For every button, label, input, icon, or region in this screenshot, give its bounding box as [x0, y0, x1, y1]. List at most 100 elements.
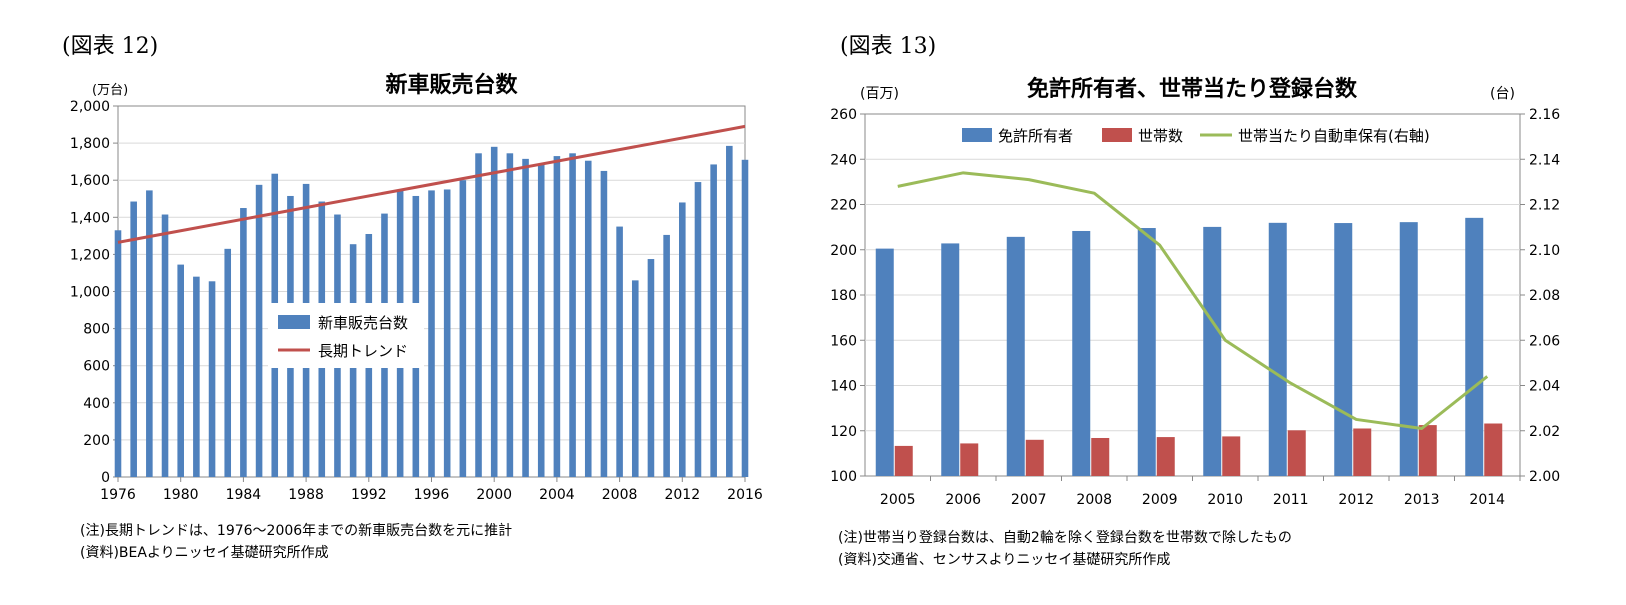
chart1-y-tick-label: 1,600	[70, 173, 110, 189]
chart1-unit-label: (万台)	[92, 83, 128, 98]
chart2-bar-household	[1287, 430, 1306, 476]
chart1-bar	[161, 214, 169, 477]
chart2-y-tick-label: 160	[830, 333, 857, 349]
chart2-legend-swatch-household	[1102, 128, 1132, 142]
chart1-bar	[224, 248, 232, 477]
chart2-line-per-household	[897, 171, 1489, 430]
chart1-bar	[114, 230, 122, 477]
chart1-x-tick-label: 1988	[288, 487, 324, 503]
chart1-bar	[506, 153, 514, 478]
chart2-bar-household	[894, 445, 913, 476]
chart2-y-tick-label: 240	[830, 152, 857, 168]
figure-13-label: (図表 13)	[840, 34, 937, 59]
chart1-bar	[679, 202, 686, 477]
chart1-x-tick-label: 1992	[351, 487, 387, 503]
chart2-bar-license	[1072, 230, 1091, 476]
chart1-bar	[490, 146, 498, 477]
chart2-y2-tick-label: 2.12	[1529, 198, 1560, 214]
chart1-y-tick-label: 2,000	[70, 99, 110, 115]
chart2-x-tick-label: 2006	[945, 492, 981, 508]
chart1-bar	[537, 163, 545, 477]
chart1-bar	[428, 190, 435, 477]
chart2-legend-label-license: 免許所有者	[998, 127, 1073, 145]
chart2-bar-household	[1353, 428, 1372, 476]
chart1-bar	[631, 280, 639, 477]
chart1-trend-line	[117, 124, 746, 244]
chart1-bar	[193, 276, 200, 477]
chart2-legend-swatch-license	[962, 128, 992, 142]
chart2-x-tick-label: 2013	[1404, 492, 1440, 508]
chart2-bar-license	[1137, 228, 1156, 476]
chart2-bar-household	[960, 443, 979, 476]
chart2-legend-label-ratio: 世帯当たり自動車保有(右軸)	[1238, 127, 1430, 145]
chart2-bar-license	[1268, 222, 1287, 476]
chart2-y2-tick-label: 2.06	[1529, 333, 1560, 349]
chart2-bar-license	[1465, 217, 1484, 476]
chart1-bar	[475, 153, 482, 478]
chart1-legend-label-trend: 長期トレンド	[318, 342, 408, 360]
chart1-bar	[240, 208, 247, 477]
chart2-y2-tick-label: 2.04	[1529, 379, 1560, 395]
chart1-x-tick-label: 1980	[163, 487, 199, 503]
chart1-y-tick-label: 400	[83, 396, 110, 412]
chart2-y-tick-label: 260	[830, 107, 857, 123]
chart1-bar	[208, 281, 216, 477]
chart1-bar	[726, 145, 733, 477]
figure-13-note-2: (資料)交通省、センサスよりニッセイ基礎研究所作成	[838, 552, 1171, 568]
chart1-y-tick-label: 0	[101, 470, 110, 486]
chart2-bar-household	[1091, 437, 1110, 476]
chart1-bar	[459, 180, 467, 477]
chart1-bar	[663, 234, 670, 477]
chart1-x-tick-label: 2012	[664, 487, 700, 503]
chart1-bar	[553, 156, 561, 477]
chart1-bar	[710, 164, 717, 477]
chart1-bar	[600, 170, 608, 478]
chart2-bar-license	[1006, 236, 1025, 476]
chart1-y-tick-label: 1,800	[70, 136, 110, 152]
chart1-bar	[647, 259, 655, 477]
chart1-bar	[584, 160, 592, 477]
chart1-bar	[146, 190, 153, 477]
chart1-x-tick-label: 2000	[476, 487, 512, 503]
chart2-bar-household	[1484, 423, 1503, 476]
chart1-x-tick-label: 2016	[727, 487, 763, 503]
chart2-unit-left: (百万)	[860, 86, 899, 102]
figure-13-notes: (注)世帯当り登録台数は、自動2輪を除く登録台数を世帯数で除したもの (資料)交…	[838, 527, 1292, 571]
figure-12-label: (図表 12)	[62, 34, 159, 59]
chart1-y-tick-label: 1,200	[70, 247, 110, 263]
chart1-x-tick-label: 1984	[226, 487, 262, 503]
chart2-bar-license	[941, 243, 960, 476]
chart2-bar-household	[1156, 437, 1175, 476]
chart1-bar	[569, 153, 576, 478]
chart2-x-tick-label: 2010	[1207, 492, 1243, 508]
chart1-bar	[616, 226, 623, 477]
chart1-y-tick-label: 800	[83, 322, 110, 338]
chart1-y-tick-label: 1,400	[70, 210, 110, 226]
chart2-x-tick-label: 2014	[1469, 492, 1505, 508]
chart1-bar	[177, 264, 184, 477]
chart2-y-tick-label: 200	[830, 243, 857, 259]
figure-12-notes: (注)長期トレンドは、1976〜2006年までの新車販売台数を元に推計 (資料)…	[80, 520, 512, 564]
chart2-y-tick-label: 220	[830, 198, 857, 214]
chart1-y-tick-label: 600	[83, 359, 110, 375]
chart2-y2-tick-label: 2.00	[1529, 469, 1560, 485]
chart1-x-tick-label: 1976	[100, 487, 136, 503]
chart2-y-tick-label: 140	[830, 379, 857, 395]
chart1-legend-label-bars: 新車販売台数	[318, 314, 408, 332]
chart2-x-tick-label: 2009	[1142, 492, 1178, 508]
chart2-bar-license	[875, 248, 894, 476]
chart1-x-tick-label: 2008	[602, 487, 638, 503]
chart1-x-tick-label: 1996	[414, 487, 450, 503]
chart1-title: 新車販売台数	[385, 72, 518, 98]
chart2-legend-label-household: 世帯数	[1138, 127, 1183, 145]
chart2-y2-tick-label: 2.08	[1529, 288, 1560, 304]
chart2-y2-tick-label: 2.10	[1529, 243, 1560, 259]
chart2-y2-tick-label: 2.16	[1529, 107, 1560, 123]
chart2-y-tick-label: 100	[830, 469, 857, 485]
chart2-unit-right: (台)	[1490, 86, 1515, 102]
chart2-y-tick-label: 180	[830, 288, 857, 304]
chart2-x-tick-label: 2012	[1338, 492, 1374, 508]
chart1-bar	[522, 158, 529, 477]
chart2-bar-household	[1222, 436, 1241, 476]
